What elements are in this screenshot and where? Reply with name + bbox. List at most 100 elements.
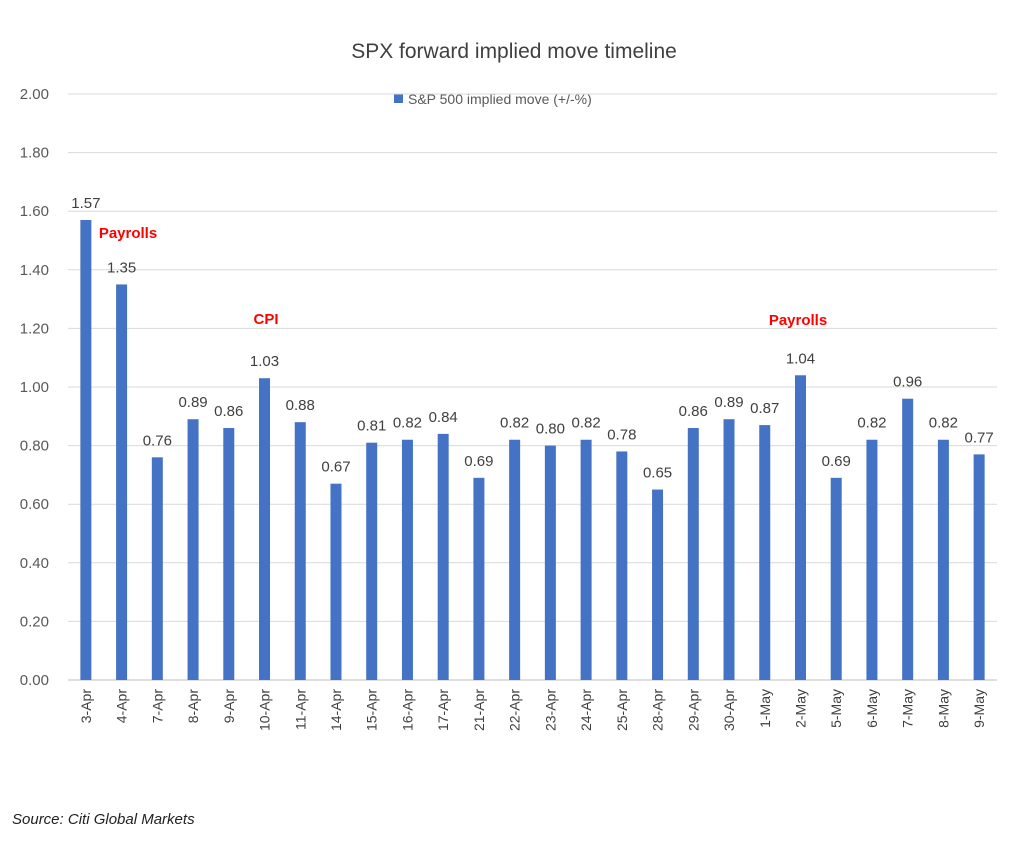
y-tick-label: 0.60 — [20, 496, 49, 513]
data-label: 0.77 — [965, 429, 994, 446]
bar — [330, 483, 342, 680]
bar — [830, 477, 842, 680]
bar — [723, 419, 735, 680]
bar — [187, 419, 199, 680]
x-tick-label: 7-Apr — [149, 689, 165, 724]
x-tick-label: 6-May — [864, 689, 880, 728]
bar — [151, 457, 163, 680]
y-tick-label: 1.40 — [20, 262, 49, 279]
bar — [116, 284, 128, 680]
x-tick-label: 5-May — [828, 689, 844, 728]
y-tick-label: 2.00 — [20, 86, 49, 103]
x-tick-label: 2-May — [792, 689, 808, 728]
bar — [80, 219, 92, 681]
data-label: 0.67 — [321, 459, 350, 476]
data-label: 0.65 — [643, 465, 672, 482]
annotation-label: Payrolls — [769, 312, 827, 329]
legend: S&P 500 implied move (+/-%) — [394, 91, 592, 107]
y-tick-label: 1.00 — [20, 379, 49, 396]
y-tick-label: 1.20 — [20, 320, 49, 337]
data-label: 0.81 — [357, 418, 386, 435]
source-note: Source: Citi Global Markets — [12, 811, 195, 828]
data-label: 1.57 — [71, 195, 100, 212]
bar — [759, 425, 771, 680]
bar — [401, 439, 413, 680]
annotations: Payrolls CPI Payrolls — [99, 225, 827, 329]
x-axis-ticks: 3-Apr 4-Apr 7-Apr 8-Apr 9-Apr 10-Apr 11-Apr 14-… — [78, 689, 987, 731]
bar — [223, 428, 235, 680]
legend-label: S&P 500 implied move (+/-%) — [408, 91, 592, 107]
x-tick-label: 8-May — [935, 689, 951, 728]
data-label: 0.82 — [857, 415, 886, 432]
bar — [509, 439, 521, 680]
x-tick-label: 17-Apr — [435, 689, 451, 731]
y-tick-label: 0.00 — [20, 672, 49, 689]
data-label: 0.78 — [607, 426, 636, 443]
data-label: 0.84 — [429, 409, 458, 426]
data-label: 0.82 — [929, 415, 958, 432]
bar — [294, 422, 306, 680]
x-tick-label: 16-Apr — [399, 689, 415, 731]
bar — [866, 439, 878, 680]
x-tick-label: 15-Apr — [364, 689, 380, 731]
x-tick-label: 1-May — [757, 689, 773, 728]
bar — [580, 439, 592, 680]
data-label: 1.04 — [786, 350, 815, 367]
x-tick-label: 22-Apr — [507, 689, 523, 731]
data-label: 1.35 — [107, 259, 136, 276]
annotation-label: CPI — [253, 311, 278, 328]
bar — [794, 375, 806, 680]
bars — [80, 219, 985, 681]
data-label: 0.88 — [286, 397, 315, 414]
x-tick-label: 8-Apr — [185, 689, 201, 724]
data-label: 0.89 — [178, 394, 207, 411]
y-tick-label: 0.40 — [20, 555, 49, 572]
bar — [259, 378, 271, 680]
bar — [937, 439, 949, 680]
chart-title: SPX forward implied move timeline — [351, 40, 677, 63]
data-label: 0.89 — [714, 394, 743, 411]
x-tick-label: 9-Apr — [221, 689, 237, 724]
bar — [973, 454, 985, 680]
x-tick-label: 28-Apr — [650, 689, 666, 731]
data-label: 0.69 — [822, 453, 851, 470]
data-label: 0.82 — [393, 415, 422, 432]
x-tick-label: 7-May — [900, 689, 916, 728]
x-tick-label: 3-Apr — [78, 689, 94, 724]
data-labels: 1.57 1.35 0.76 0.89 0.86 1.03 0.88 0.67 0.81 0.82… — [71, 195, 993, 482]
x-tick-label: 4-Apr — [114, 689, 130, 724]
data-label: 0.96 — [893, 374, 922, 391]
x-tick-label: 30-Apr — [721, 689, 737, 731]
data-label: 0.69 — [464, 453, 493, 470]
y-tick-label: 1.80 — [20, 145, 49, 162]
gridlines — [68, 93, 997, 681]
data-label: 1.03 — [250, 353, 279, 370]
y-tick-label: 0.80 — [20, 438, 49, 455]
x-tick-label: 11-Apr — [292, 689, 308, 730]
x-tick-label: 23-Apr — [542, 689, 558, 731]
x-tick-label: 10-Apr — [257, 689, 273, 731]
bar — [473, 477, 485, 680]
x-tick-label: 24-Apr — [578, 689, 594, 731]
bar — [687, 428, 699, 680]
data-label: 0.76 — [143, 432, 172, 449]
bar — [902, 398, 914, 680]
x-tick-label: 9-May — [971, 689, 987, 728]
bar — [366, 442, 378, 680]
x-tick-label: 29-Apr — [685, 689, 701, 731]
data-label: 0.82 — [500, 415, 529, 432]
data-label: 0.87 — [750, 400, 779, 417]
data-label: 0.86 — [679, 403, 708, 420]
x-tick-label: 25-Apr — [614, 689, 630, 731]
bar — [437, 433, 449, 680]
bar — [616, 451, 628, 680]
x-tick-label: 21-Apr — [471, 689, 487, 731]
data-label: 0.80 — [536, 421, 565, 438]
x-tick-label: 14-Apr — [328, 689, 344, 731]
y-tick-label: 1.60 — [20, 203, 49, 220]
y-tick-label: 0.20 — [20, 613, 49, 630]
annotation-label: Payrolls — [99, 225, 157, 242]
y-axis-ticks: 0.00 0.20 0.40 0.60 0.80 1.00 1.20 1.40 1.60 1.80… — [20, 86, 49, 689]
bar — [544, 445, 556, 680]
